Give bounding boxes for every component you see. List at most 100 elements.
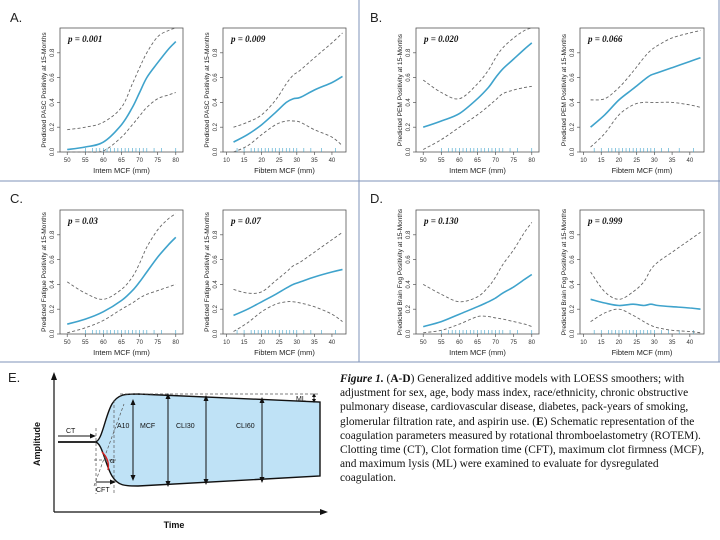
panel-letter: C. [10, 191, 23, 206]
ci-upper-line [233, 32, 343, 128]
y-tick-label: 0.0 [50, 147, 56, 156]
x-tick-label: 75 [510, 158, 517, 164]
gam-fit-line [422, 273, 533, 328]
panel-letter: D. [370, 191, 383, 206]
x-tick-label: 40 [329, 158, 336, 164]
x-tick-label: 15 [598, 340, 605, 346]
x-tick-label: 70 [492, 340, 499, 346]
x-tick-label: 35 [669, 158, 676, 164]
x-tick-label: 55 [82, 340, 89, 346]
x-tick-label: 50 [420, 340, 427, 346]
plot-frame [59, 209, 184, 335]
x-tick-label: 65 [118, 158, 125, 164]
p-value: p = 0.03 [67, 216, 98, 226]
x-tick-label: 65 [474, 158, 481, 164]
y-tick-label: 0.2 [406, 304, 412, 313]
y-tick-label: 0.2 [406, 122, 412, 131]
mcf-arrowhead-bottom [165, 481, 171, 487]
x-tick-label: 25 [276, 340, 283, 346]
y-tick-label: 0.4 [570, 98, 576, 107]
gam-fit-line [233, 268, 343, 317]
p-value: p = 0.001 [67, 34, 102, 44]
mcf-label: MCF [140, 423, 155, 430]
y-tick-label: 0.4 [406, 98, 412, 107]
x-tick-label: 80 [528, 158, 535, 164]
caption-body: (A-D) Generalized additive models with L… [340, 373, 704, 484]
x-axis-label: Intem MCF (mm) [93, 166, 150, 175]
gam-plot-4: p = 0.066 0.0 0.2 0.4 0.6 0.8 10 15 20 25 30 35 40 Fi… [561, 27, 705, 175]
ci-upper-line [66, 213, 177, 300]
x-tick-label: 15 [241, 158, 248, 164]
x-tick-label: 25 [633, 340, 640, 346]
x-tick-label: 60 [456, 340, 463, 346]
x-axis-label: Fibtem MCF (mm) [254, 166, 315, 175]
y-tick-label: 0.8 [213, 48, 219, 57]
schematic-x-label: Time [164, 520, 185, 530]
x-tick-label: 35 [311, 158, 318, 164]
x-tick-label: 25 [633, 158, 640, 164]
x-tick-label: 50 [64, 158, 71, 164]
y-tick-label: 0.0 [406, 147, 412, 156]
p-value: p = 0.009 [230, 34, 266, 44]
y-tick-label: 0.8 [213, 230, 219, 239]
gam-fit-line [233, 75, 343, 143]
x-tick-label: 40 [329, 340, 336, 346]
x-axis-label: Intem MCF (mm) [449, 166, 506, 175]
y-tick-label: 0.2 [50, 304, 56, 313]
y-tick-label: 0.0 [50, 329, 56, 338]
ci-lower-line [423, 315, 532, 334]
plot-frame [415, 27, 540, 153]
caption-segment: ) Generalized additive models with LOESS… [340, 373, 689, 428]
y-axis-label: Predicted PEM Positivity at 15-Months [561, 33, 568, 146]
cli30-arrowhead-bottom [203, 479, 209, 485]
y-tick-label: 0.6 [570, 73, 576, 82]
ml-label: ML [296, 396, 306, 403]
y-axis-label: Predicted Brain Fog Positivity at 15-Mon… [397, 208, 404, 335]
x-axis-arrowhead [320, 509, 328, 515]
y-axis-label: Predicted Fatigue Positivity at 15-Month… [204, 211, 211, 332]
ci-lower-line [590, 308, 701, 334]
caption-segment: A-D [390, 373, 411, 385]
x-tick-label: 65 [118, 340, 125, 346]
figure-caption: Figure 1. (A-D) Generalized additive mod… [340, 372, 712, 486]
cft-arrowhead [110, 479, 116, 485]
p-value: p = 0.07 [230, 216, 261, 226]
a10-label: A10 [117, 423, 130, 430]
p-value: p = 0.066 [587, 34, 623, 44]
x-tick-label: 80 [172, 340, 179, 346]
plot-frame [222, 209, 347, 335]
x-tick-label: 25 [276, 158, 283, 164]
y-tick-label: 0.2 [570, 122, 576, 131]
ci-lower-line [590, 101, 701, 148]
gam-plot-1: A. p = 0.001 0.0 0.2 0.4 0.6 0.8 50 55 60 65 70 75 80… [10, 10, 184, 175]
rotem-schematic: E. Time Amplitude CT CFT α A10 [8, 370, 328, 530]
y-tick-label: 0.0 [570, 329, 576, 338]
x-tick-label: 20 [616, 340, 623, 346]
y-tick-label: 0.4 [213, 280, 219, 289]
ci-upper-line [590, 231, 701, 300]
y-tick-label: 0.8 [50, 48, 56, 57]
y-tick-label: 0.6 [50, 255, 56, 264]
panel-letter: B. [370, 10, 382, 25]
x-tick-label: 75 [510, 340, 517, 346]
gam-fit-line [422, 42, 533, 128]
x-tick-label: 30 [651, 340, 658, 346]
x-tick-label: 55 [438, 158, 445, 164]
x-tick-label: 55 [438, 340, 445, 346]
gam-fit-line [67, 41, 177, 151]
plot-frame [579, 27, 705, 153]
y-tick-label: 0.6 [213, 255, 219, 264]
y-tick-label: 0.8 [570, 230, 576, 239]
y-tick-label: 0.2 [213, 122, 219, 131]
y-tick-label: 0.0 [406, 329, 412, 338]
ci-lower-line [67, 283, 176, 334]
y-tick-label: 0.6 [50, 73, 56, 82]
x-tick-label: 30 [293, 158, 300, 164]
plot-frame [222, 27, 347, 153]
y-tick-label: 0.8 [406, 230, 412, 239]
y-tick-label: 0.8 [50, 230, 56, 239]
x-tick-label: 70 [136, 158, 143, 164]
plot-frame [59, 27, 184, 153]
y-axis-label: Predicted PASC Positivity at 15-Months [41, 32, 48, 148]
